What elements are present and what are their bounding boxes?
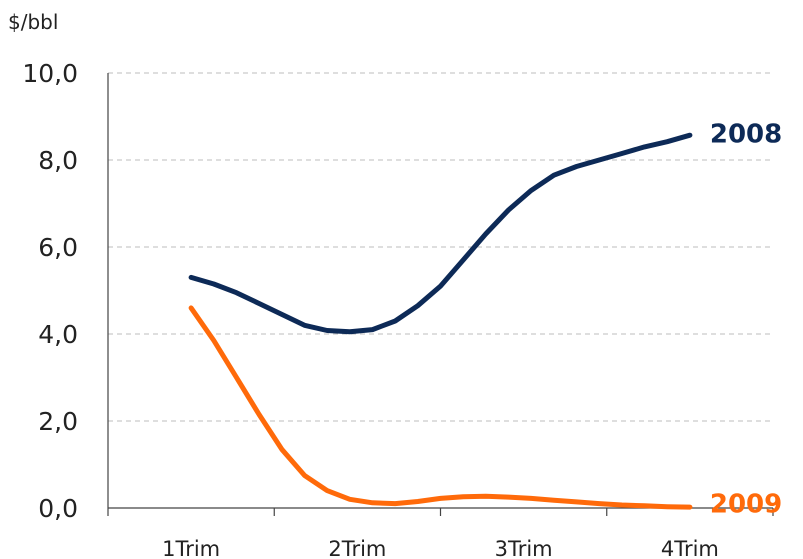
x-tick-label: 1Trim [162, 537, 220, 559]
y-tick-label: 0,0 [38, 494, 78, 523]
y-axis-unit-label: $/bbl [8, 10, 59, 34]
x-tick-label: 4Trim [661, 537, 719, 559]
x-tick-label: 3Trim [495, 537, 553, 559]
series-line-2009 [188, 305, 693, 510]
series-label-2009: 2009 [710, 490, 782, 520]
series-label-2008: 2008 [710, 120, 782, 150]
series-line-2008 [188, 132, 693, 335]
y-tick-label: 4,0 [38, 320, 78, 349]
x-tick-label: 2Trim [328, 537, 386, 559]
y-tick-label: 2,0 [38, 407, 78, 436]
y-tick-label: 8,0 [38, 146, 78, 175]
y-tick-label: 10,0 [22, 59, 78, 88]
y-tick-label: 6,0 [38, 233, 78, 262]
